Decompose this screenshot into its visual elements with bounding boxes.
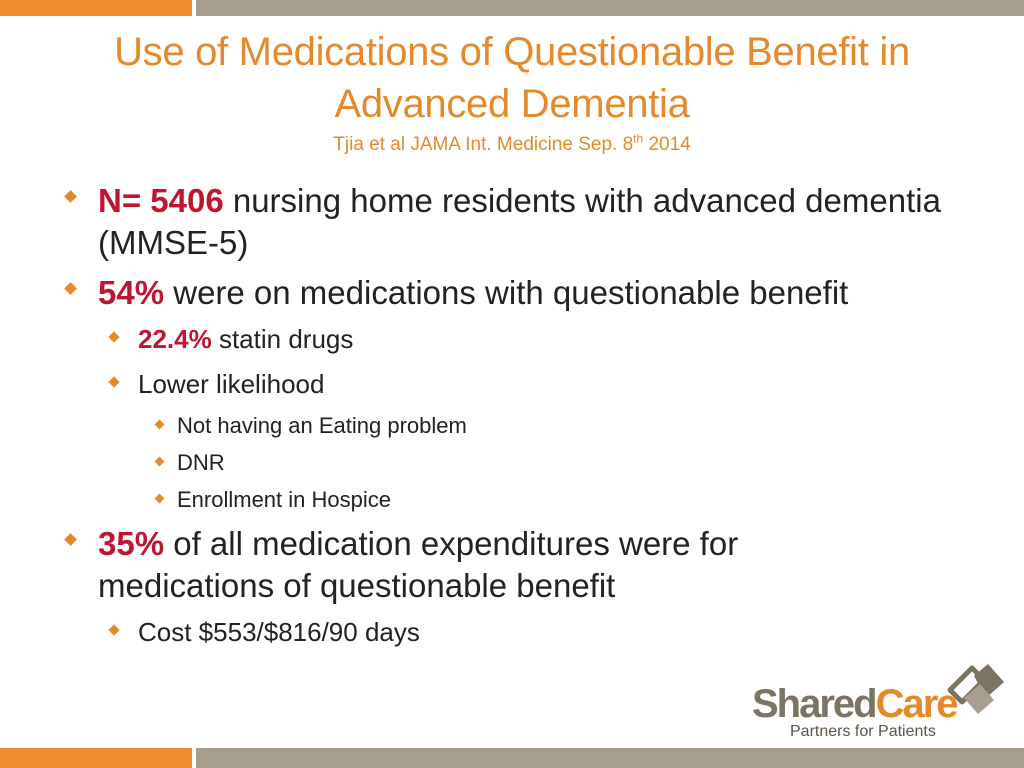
diamond-bullet-icon <box>64 190 77 203</box>
top-bar-gray-segment <box>196 0 1024 16</box>
bullet-text: N= 5406 nursing home residents with adva… <box>98 180 966 264</box>
bullet-text: 35% of all medication expenditures were … <box>98 523 858 607</box>
bullet-highlight: 54% <box>98 274 165 311</box>
top-bar-orange-segment <box>0 0 192 16</box>
bullet-body: Not having an Eating problem <box>177 413 467 438</box>
subtitle-year: 2014 <box>643 134 691 155</box>
slide-title: Use of Medications of Questionable Benef… <box>40 26 984 158</box>
bottom-bar-orange-segment <box>0 748 192 768</box>
bullet-item: N= 5406 nursing home residents with adva… <box>64 180 966 264</box>
bullet-body: were on medications with questionable be… <box>164 274 849 311</box>
diamond-bullet-icon <box>154 493 165 504</box>
diamond-bullet-icon <box>154 456 165 467</box>
logo-tagline: Partners for Patients <box>790 723 936 740</box>
sub-bullet-item: Cost $553/$816/90 days <box>108 615 966 649</box>
bullet-list: N= 5406 nursing home residents with adva… <box>64 180 966 660</box>
bullet-body: Enrollment in Hospice <box>177 487 391 512</box>
bullet-body: nursing home residents with advanced dem… <box>98 182 941 261</box>
diamond-bullet-icon <box>108 331 120 343</box>
bullet-highlight: N= 5406 <box>98 182 224 219</box>
sub-bullet-item: Lower likelihood <box>108 367 966 401</box>
sub-sub-bullet-item: Not having an Eating problem <box>154 412 966 440</box>
subtitle-citation: Tjia et al JAMA Int. Medicine Sep. 8 <box>333 134 634 155</box>
title-line-1: Use of Medications of Questionable Benef… <box>114 30 910 74</box>
diamond-bullet-icon <box>108 376 120 388</box>
bullet-highlight: 22.4% <box>138 324 212 354</box>
top-bar-gap <box>192 0 196 16</box>
bullet-highlight: 35% <box>98 525 165 562</box>
sharedcare-logo: SharedCare Partners for Patients <box>750 660 1010 744</box>
diamond-bullet-icon <box>108 624 120 636</box>
sub-bullet-item: 22.4% statin drugs <box>108 322 966 356</box>
logo-shared-text: Shared <box>752 682 878 726</box>
logo-wordmark: SharedCare <box>752 682 959 726</box>
subtitle-superscript: th <box>633 131 644 146</box>
title-line-2: Advanced Dementia <box>334 82 690 126</box>
bottom-bar-gap <box>192 748 196 768</box>
bottom-bar-gray-segment <box>196 748 1024 768</box>
bottom-accent-bar <box>0 748 1024 768</box>
top-accent-bar <box>0 0 1024 16</box>
bullet-body: of all medication expenditures were for … <box>98 525 739 604</box>
logo-diamond-mark-icon <box>947 664 1004 714</box>
bullet-text: 54% were on medications with questionabl… <box>98 272 966 314</box>
sub-sub-bullet-item: Enrollment in Hospice <box>154 486 966 514</box>
bullet-item: 35% of all medication expenditures were … <box>64 523 966 607</box>
diamond-bullet-icon <box>64 533 77 546</box>
sub-sub-bullet-item: DNR <box>154 449 966 477</box>
logo-care-text: Care <box>875 682 959 726</box>
bullet-text: 22.4% statin drugs <box>138 322 966 356</box>
diamond-bullet-icon <box>154 419 165 430</box>
slide-subtitle: Tjia et al JAMA Int. Medicine Sep. 8th 2… <box>40 132 984 158</box>
bullet-item: 54% were on medications with questionabl… <box>64 272 966 314</box>
bullet-body: DNR <box>177 450 225 475</box>
diamond-bullet-icon <box>64 282 77 295</box>
bullet-body: Cost $553/$816/90 days <box>138 617 420 647</box>
bullet-body: statin drugs <box>211 324 354 354</box>
bullet-body: Lower likelihood <box>138 369 325 399</box>
